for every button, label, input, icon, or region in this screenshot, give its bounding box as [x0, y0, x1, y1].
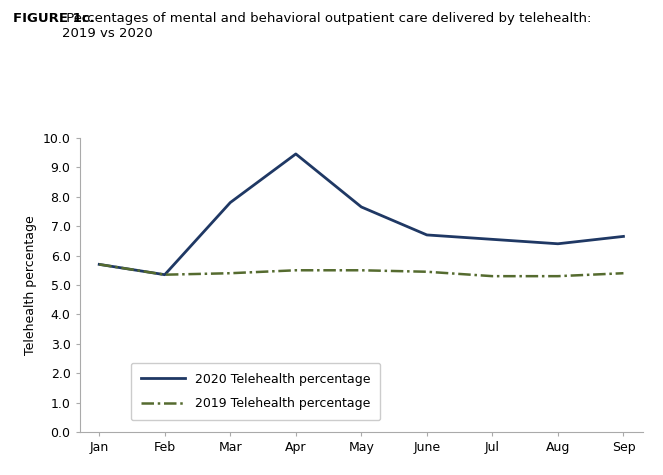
Text: Percentages of mental and behavioral outpatient care delivered by telehealth:
20: Percentages of mental and behavioral out… [62, 12, 591, 40]
Text: FIGURE 1c.: FIGURE 1c. [13, 12, 95, 25]
Y-axis label: Telehealth percentage: Telehealth percentage [24, 215, 37, 355]
Legend: 2020 Telehealth percentage, 2019 Telehealth percentage: 2020 Telehealth percentage, 2019 Telehea… [131, 363, 380, 420]
